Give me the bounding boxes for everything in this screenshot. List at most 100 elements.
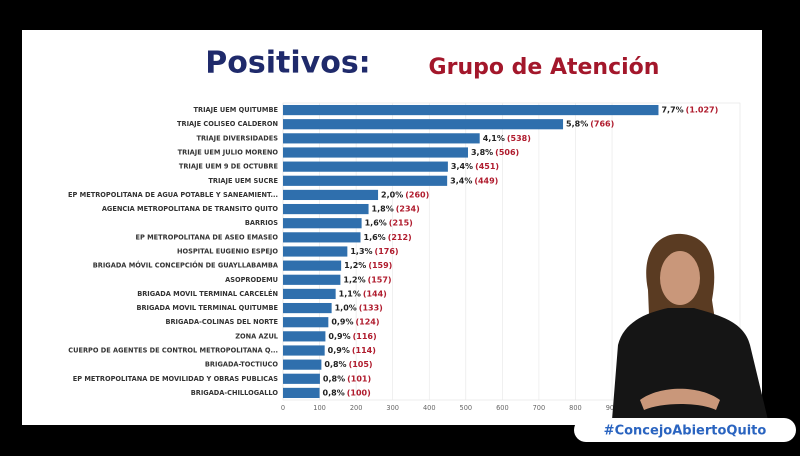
value-label: (133): [359, 304, 383, 313]
percent-label: 1,8%: [372, 205, 394, 214]
y-tick-label: HOSPITAL EUGENIO ESPEJO: [177, 248, 278, 256]
y-tick-label: BRIGADA-CHILLOGALLO: [191, 389, 279, 397]
bar: [283, 119, 564, 130]
x-tick-label: 700: [533, 404, 546, 412]
percent-label: 5,8%: [566, 120, 588, 129]
bar: [283, 387, 320, 399]
y-tick-label: TRIAJE DIVERSIDADES: [196, 134, 278, 142]
percent-label: 4,1%: [483, 134, 505, 143]
bar: [283, 232, 361, 243]
value-label: (157): [368, 275, 392, 284]
value-label: (176): [375, 247, 399, 256]
value-label: (234): [396, 205, 420, 214]
x-tick-label: 0: [281, 404, 285, 412]
x-tick-label: 800: [569, 404, 582, 412]
y-tick-label: TRIAJE COLISEO CALDERON: [177, 120, 278, 128]
value-label: (144): [363, 289, 387, 298]
bar: [283, 345, 325, 356]
x-tick-label: 600: [496, 404, 509, 412]
y-tick-label: TRIAJE UEM JULIO MORENO: [178, 149, 279, 157]
y-tick-label: ZONA AZUL: [235, 332, 279, 340]
y-tick-label: BRIGADA MÓVIL CONCEPCIÓN DE GUAYLLABAMBA: [93, 261, 279, 270]
value-label: (116): [353, 332, 377, 341]
chart-subtitle: Grupo de Atención: [429, 55, 660, 80]
percent-label: 0,8%: [323, 374, 345, 383]
y-tick-label: TRIAJE UEM QUITUMBE: [194, 106, 279, 114]
percent-label: 1,6%: [365, 219, 387, 228]
x-tick-label: 300: [386, 404, 399, 412]
y-tick-label: EP METROPOLITANA DE ASEO EMASEO: [135, 233, 278, 241]
bar: [283, 189, 379, 201]
percent-label: 1,0%: [335, 304, 357, 313]
bar: [283, 260, 342, 271]
y-tick-label: TRIAJE UEM SUCRE: [208, 177, 278, 185]
percent-label: 0,9%: [328, 332, 350, 341]
y-tick-label: BRIGADA-TOCTIUCO: [205, 361, 279, 369]
bar: [283, 104, 659, 116]
percent-label: 2,0%: [381, 190, 403, 199]
y-tick-label: EP METROPOLITANA DE AGUA POTABLE Y SANEA…: [68, 191, 278, 199]
chart-title: Positivos:: [205, 46, 370, 81]
hands: [640, 388, 720, 410]
y-tick-label: BARRIOS: [245, 219, 278, 227]
y-tick-label: BRIGADA-COLINAS DEL NORTE: [165, 318, 278, 326]
bar: [283, 359, 322, 370]
value-label: (105): [349, 360, 373, 369]
face: [660, 251, 700, 305]
percent-label: 0,8%: [323, 388, 345, 397]
bar: [283, 147, 468, 158]
body: [612, 308, 768, 420]
y-tick-label: BRIGADA MOVIL TERMINAL QUITUMBE: [136, 304, 278, 312]
x-tick-label: 900: [606, 404, 619, 412]
bar: [283, 331, 326, 342]
percent-label: 0,9%: [331, 318, 353, 327]
value-label: (538): [507, 134, 531, 143]
value-label: (215): [389, 219, 413, 228]
x-tick-label: 400: [423, 404, 436, 412]
value-label: (449): [474, 176, 498, 185]
bar: [283, 246, 348, 257]
bar: [283, 218, 362, 229]
hashtag: #ConcejoAbiertoQuito: [604, 424, 767, 439]
value-label: (260): [405, 190, 429, 199]
bar: [283, 203, 369, 215]
percent-label: 0,8%: [324, 360, 346, 369]
value-label: (159): [368, 261, 392, 270]
value-label: (100): [347, 388, 371, 397]
percent-label: 3,4%: [450, 176, 472, 185]
percent-label: 3,4%: [451, 162, 473, 171]
value-label: (124): [356, 318, 380, 327]
presenter: [612, 233, 768, 420]
value-label: (451): [475, 162, 499, 171]
bar: [283, 175, 448, 186]
bar: [283, 274, 341, 285]
value-label: (766): [590, 120, 614, 129]
y-tick-label: AGENCIA METROPOLITANA DE TRANSITO QUITO: [102, 205, 279, 213]
y-tick-label: EP METROPOLITANA DE MOVILIDAD Y OBRAS PU…: [73, 375, 279, 383]
y-tick-label: CUERPO DE AGENTES DE CONTROL METROPOLITA…: [68, 347, 278, 355]
value-label: (506): [495, 148, 519, 157]
percent-label: 1,6%: [364, 233, 386, 242]
percent-label: 1,1%: [339, 289, 361, 298]
bar: [283, 317, 329, 328]
bar: [283, 161, 448, 172]
x-tick-label: 200: [350, 404, 363, 412]
bar: [283, 288, 336, 300]
bar: [283, 133, 480, 144]
value-label: (1.027): [686, 106, 719, 115]
hashtag-pill: [574, 418, 796, 442]
bar: [283, 302, 332, 314]
percent-label: 1,2%: [344, 261, 366, 270]
bar: [283, 373, 320, 384]
y-tick-label: TRIAJE UEM 9 DE OCTUBRE: [179, 163, 279, 171]
x-tick-label: 500: [460, 404, 473, 412]
percent-label: 7,7%: [661, 106, 683, 115]
percent-label: 0,9%: [328, 346, 350, 355]
value-label: (114): [352, 346, 376, 355]
value-label: (212): [388, 233, 412, 242]
y-tick-label: ASOPRODEMU: [225, 276, 278, 284]
x-tick-label: 100: [313, 404, 326, 412]
percent-label: 3,8%: [471, 148, 493, 157]
percent-label: 1,2%: [343, 275, 365, 284]
